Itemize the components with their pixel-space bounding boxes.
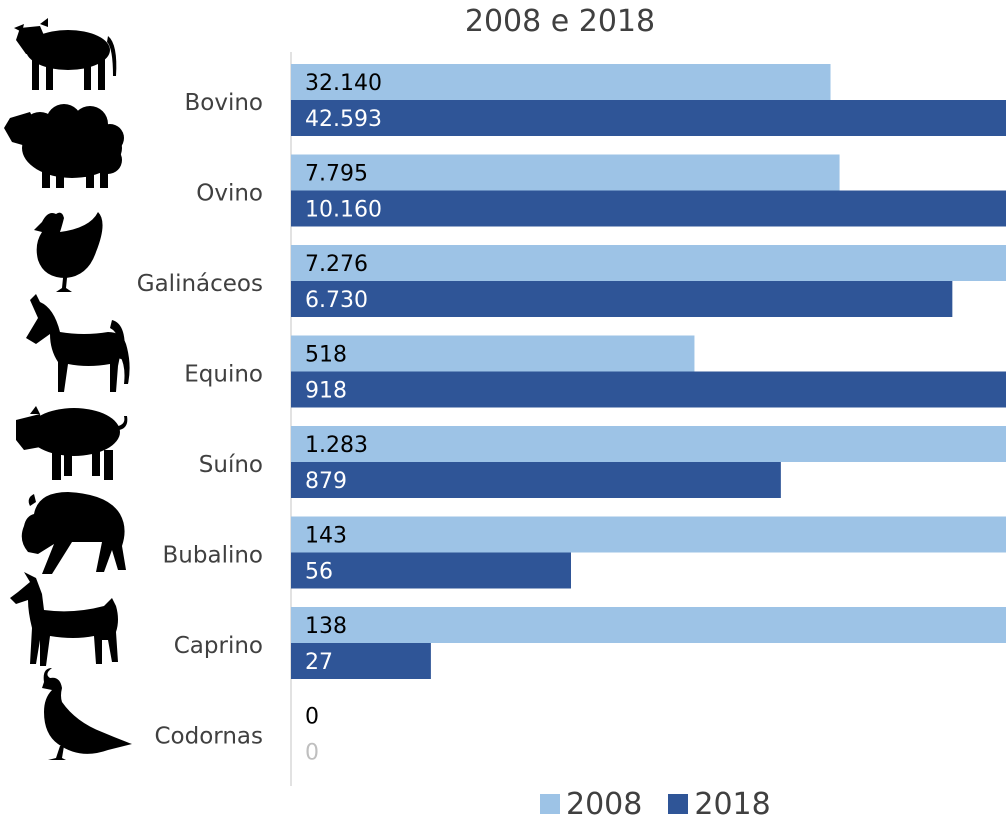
bar-2008-suino	[291, 426, 1006, 462]
quail-icon	[42, 668, 132, 760]
data-label-2008-galinaceos: 7.276	[305, 252, 368, 277]
horse-icon	[26, 294, 130, 392]
category-label-suino: Suíno	[199, 452, 263, 478]
animal-icons	[4, 18, 132, 760]
category-label-bubalino: Bubalino	[163, 543, 263, 569]
legend-swatch-2008	[540, 794, 560, 814]
bar-2008-ovino	[291, 154, 840, 191]
category-label-caprino: Caprino	[174, 633, 263, 659]
data-label-2008-bubalino: 143	[305, 524, 347, 549]
data-label-2008-bovino: 32.140	[305, 71, 382, 96]
legend-swatch-2018	[668, 794, 689, 814]
sheep-icon	[4, 104, 124, 188]
goat-icon	[10, 572, 118, 666]
bar-2018-suino	[291, 462, 781, 498]
data-label-2018-galinaceos: 6.730	[305, 288, 368, 313]
bar-2018-caprino	[291, 643, 431, 679]
data-label-2018-equino: 918	[305, 379, 347, 404]
legend-label-2018: 2018	[694, 786, 771, 822]
data-label-2018-bubalino: 56	[305, 560, 333, 585]
chicken-icon	[34, 212, 103, 292]
data-label-2008-caprino: 138	[305, 614, 347, 639]
bar-2008-bovino	[291, 64, 831, 100]
bar-2008-caprino	[291, 607, 1006, 643]
legend-label-2008: 2008	[566, 786, 643, 822]
chart-title: 2008 e 2018	[464, 4, 656, 39]
bar-2018-bovino	[291, 100, 1006, 136]
data-label-2018-caprino: 27	[305, 650, 333, 675]
legend: 2008 2018	[540, 786, 771, 822]
data-label-2018-ovino: 10.160	[305, 198, 382, 223]
bar-2008-galinaceos	[291, 245, 1006, 281]
category-label-codornas: Codornas	[154, 724, 263, 750]
data-label-2008-codornas: 0	[305, 705, 319, 730]
data-label-2018-codornas: 0	[305, 741, 319, 766]
data-label-2008-ovino: 7.795	[305, 162, 368, 187]
pig-icon	[16, 406, 128, 480]
buffalo-icon	[21, 492, 126, 574]
category-label-equino: Equino	[184, 362, 263, 388]
bar-2008-bubalino	[291, 516, 1006, 553]
data-label-2008-suino: 1.283	[305, 433, 368, 458]
data-label-2018-bovino: 42.593	[305, 107, 382, 132]
legend-item-2018: 2018	[668, 786, 771, 822]
bar-2018-galinaceos	[291, 281, 953, 317]
cow-icon	[14, 18, 117, 90]
data-label-2008-equino: 518	[305, 343, 347, 368]
bar-2008-equino	[291, 335, 695, 372]
bar-2018-ovino	[291, 190, 1006, 227]
legend-item-2008: 2008	[540, 787, 642, 822]
category-label-ovino: Ovino	[196, 181, 263, 207]
bar-2018-equino	[291, 371, 1006, 408]
data-label-2018-suino: 879	[305, 469, 347, 494]
bar-2018-bubalino	[291, 552, 571, 589]
category-label-bovino: Bovino	[184, 90, 263, 116]
category-label-galinaceos: Galináceos	[137, 271, 263, 297]
